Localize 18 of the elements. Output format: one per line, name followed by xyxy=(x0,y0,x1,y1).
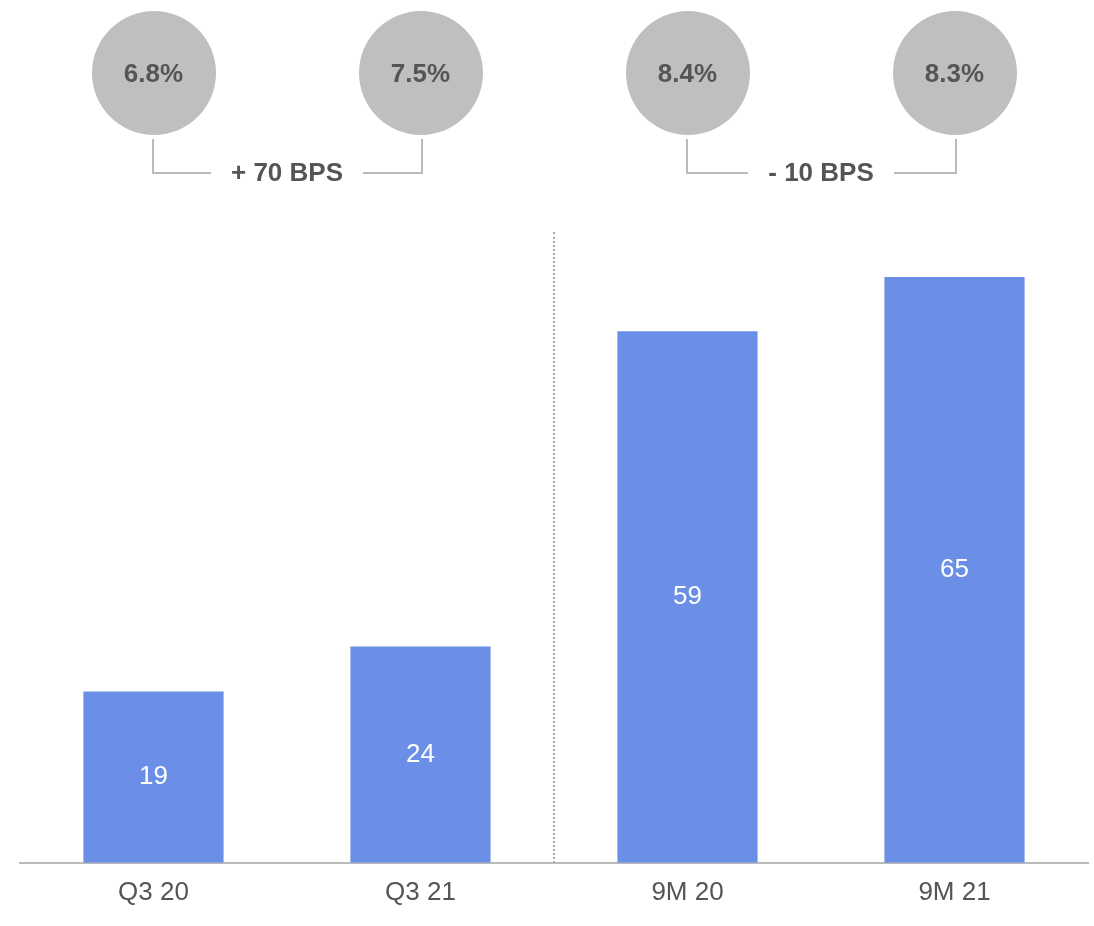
data-label: 59 xyxy=(673,580,702,611)
text: 8.4% xyxy=(625,11,750,135)
text: 8.3% xyxy=(892,11,1017,135)
text: 7.5% xyxy=(358,11,483,135)
text: 6.8% xyxy=(91,11,216,135)
x-tick-label: 9M 21 xyxy=(918,875,991,906)
data-label: 24 xyxy=(406,737,435,768)
x-tick-label: Q3 20 xyxy=(118,875,189,906)
bar xyxy=(617,331,758,863)
bar xyxy=(350,646,491,863)
bar xyxy=(884,277,1025,863)
bar xyxy=(83,691,224,863)
x-tick-label: 9M 20 xyxy=(651,875,724,906)
text: + 70 BPS xyxy=(230,156,344,188)
data-label: 65 xyxy=(940,553,969,584)
data-label: 19 xyxy=(139,760,168,791)
x-tick-label: Q3 21 xyxy=(385,875,456,906)
text: - 10 BPS xyxy=(768,156,874,188)
